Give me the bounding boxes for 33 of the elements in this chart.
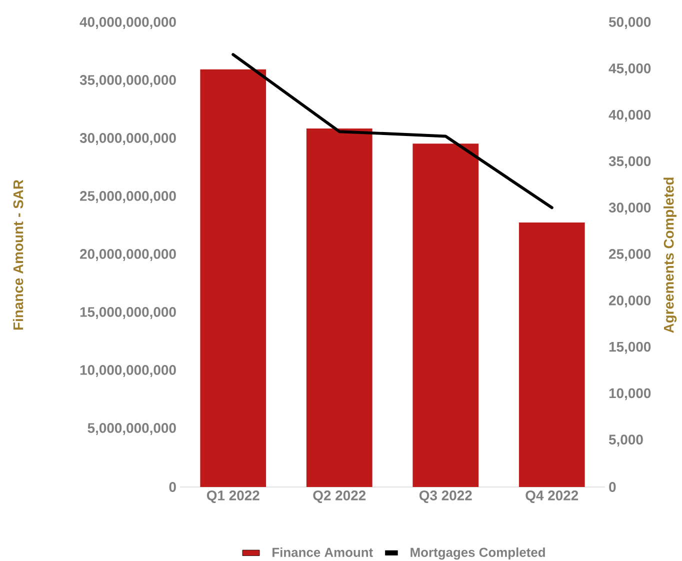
legend-label: Finance Amount	[272, 547, 373, 557]
y2-tick-label: 0	[609, 482, 616, 492]
y-tick-label: 5,000,000,000	[88, 423, 176, 435]
y2-tick-label: 45,000	[608, 63, 651, 76]
y-tick-label: 20,000,000,000	[80, 249, 176, 261]
bar	[306, 128, 372, 487]
bar	[518, 222, 585, 487]
y-axis-title: Finance Amount - SAR	[12, 180, 24, 330]
x-tick-label: Q4 2022	[526, 490, 578, 504]
x-tick-label: Q3 2022	[419, 490, 472, 504]
line-series	[232, 53, 554, 210]
y2-tick-label: 5,000	[608, 434, 643, 447]
y2-axis-title: Agreements Completed	[664, 178, 677, 333]
y-tick-label: 30,000,000,000	[80, 133, 176, 145]
bar	[412, 144, 479, 487]
legend-label: Mortgages Completed	[410, 547, 545, 560]
x-tick-label: Q1 2022	[206, 490, 260, 504]
y-tick-label: 40,000,000,000	[80, 17, 176, 29]
y-tick-label: 10,000,000,000	[80, 365, 176, 377]
y2-tick-label: 50,000	[608, 17, 651, 29]
y2-tick-label: 25,000	[609, 249, 651, 261]
y-tick-label: 0	[169, 482, 176, 492]
y2-tick-label: 40,000	[608, 110, 651, 122]
x-tick-label: Q2 2022	[313, 490, 366, 504]
y2-tick-label: 30,000	[608, 202, 651, 215]
y-tick-label: 15,000,000,000	[80, 307, 176, 319]
bar	[200, 69, 266, 487]
y-tick-label: 25,000,000,000	[80, 191, 176, 203]
y2-tick-label: 15,000	[609, 342, 651, 354]
y2-tick-label: 10,000	[609, 388, 651, 400]
y2-tick-label: 20,000	[609, 295, 651, 308]
y2-tick-label: 35,000	[608, 156, 651, 168]
y-tick-label: 35,000,000,000	[80, 75, 176, 87]
